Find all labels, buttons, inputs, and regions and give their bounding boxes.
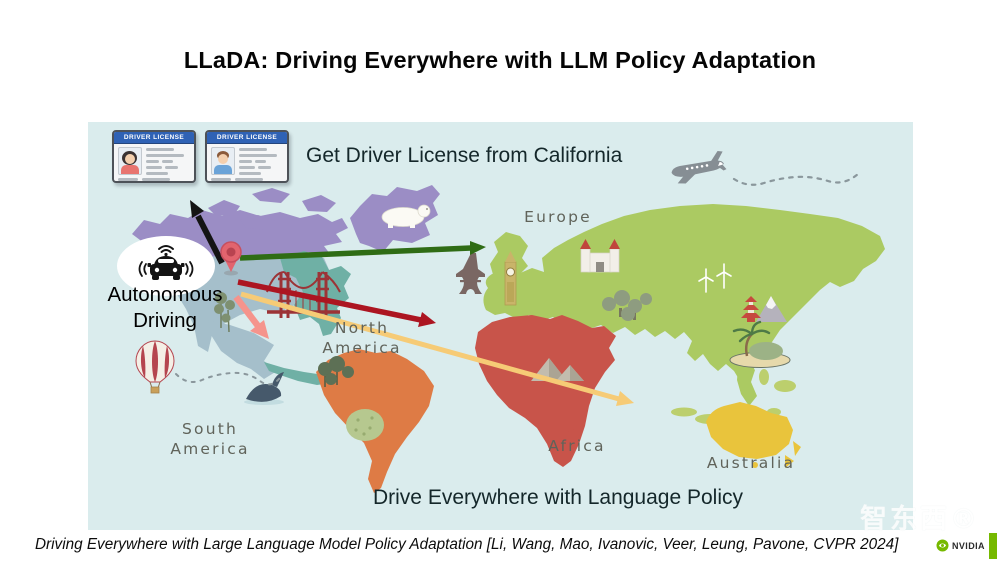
mount-fuji-icon <box>756 296 787 322</box>
map-label-north-america: North America <box>292 318 432 358</box>
pagoda-icon <box>741 296 761 322</box>
coastal-trees-icon <box>214 292 235 333</box>
nvidia-eye-icon <box>936 539 949 552</box>
airplane-trail <box>732 172 860 186</box>
arrow-green-to-europe <box>239 241 486 261</box>
world-map: DRIVER LICENSE DRIVER LICENSE <box>88 122 913 530</box>
nvidia-logo: NVIDIA <box>936 539 985 552</box>
autonomous-driving-label: Autonomous Driving <box>107 283 223 332</box>
driver-license-card-female: DRIVER LICENSE <box>112 130 196 183</box>
license-card-title: DRIVER LICENSE <box>207 132 287 144</box>
polar-bear-icon <box>381 204 431 228</box>
palm-island-icon <box>729 320 791 368</box>
castle-icon <box>580 239 620 273</box>
label-line: South <box>181 420 239 438</box>
label-line: America <box>170 440 250 458</box>
label-line: North <box>334 319 390 337</box>
continent-africa <box>475 315 616 467</box>
autonomous-car-icon <box>117 236 215 296</box>
map-label-australia: Australia <box>706 454 796 472</box>
arrow-red-to-africa <box>237 279 436 327</box>
license-text-lines <box>142 148 190 175</box>
arrow-black-to-license <box>190 200 225 265</box>
brazil-foliage <box>346 409 384 441</box>
label-line: America <box>322 339 402 357</box>
continent-australia <box>706 402 801 468</box>
rainforest-trees-icon <box>318 356 354 387</box>
arrow-pink-to-mexico <box>233 295 269 339</box>
license-photo-female <box>118 147 142 175</box>
hot-air-balloon-icon <box>135 340 175 394</box>
location-pin-icon <box>220 241 242 276</box>
drive-everywhere-caption: Drive Everywhere with Language Policy <box>372 486 743 509</box>
nvidia-wordmark: NVIDIA <box>952 540 985 551</box>
license-photo-male <box>211 147 235 175</box>
wifi-signal-icon <box>158 245 174 253</box>
watermark-zhidongxi: 智东西® <box>860 504 980 535</box>
world-map-illustration <box>117 150 885 493</box>
green-accent-bar <box>989 533 997 559</box>
license-card-title: DRIVER LICENSE <box>114 132 194 144</box>
get-license-caption: Get Driver License from California <box>306 144 623 167</box>
slide-title: LLaDA: Driving Everywhere with LLM Polic… <box>183 47 817 73</box>
citation: Driving Everywhere with Large Language M… <box>35 536 899 553</box>
map-label-south-america: South America <box>140 419 280 459</box>
forest-icon <box>602 290 652 321</box>
signal-waves-icon <box>138 261 194 277</box>
license-text-lines <box>235 148 283 175</box>
arrow-yellow-to-australia <box>240 291 634 406</box>
airplane-icon <box>671 150 727 184</box>
big-ben-icon <box>504 251 517 306</box>
wind-turbine-icon <box>698 263 732 293</box>
balloon-trail <box>175 371 283 386</box>
driver-license-card-male: DRIVER LICENSE <box>205 130 289 183</box>
eiffel-tower-icon <box>456 253 485 294</box>
map-label-africa: Africa <box>548 437 606 455</box>
map-label-europe: Europe <box>524 208 592 226</box>
